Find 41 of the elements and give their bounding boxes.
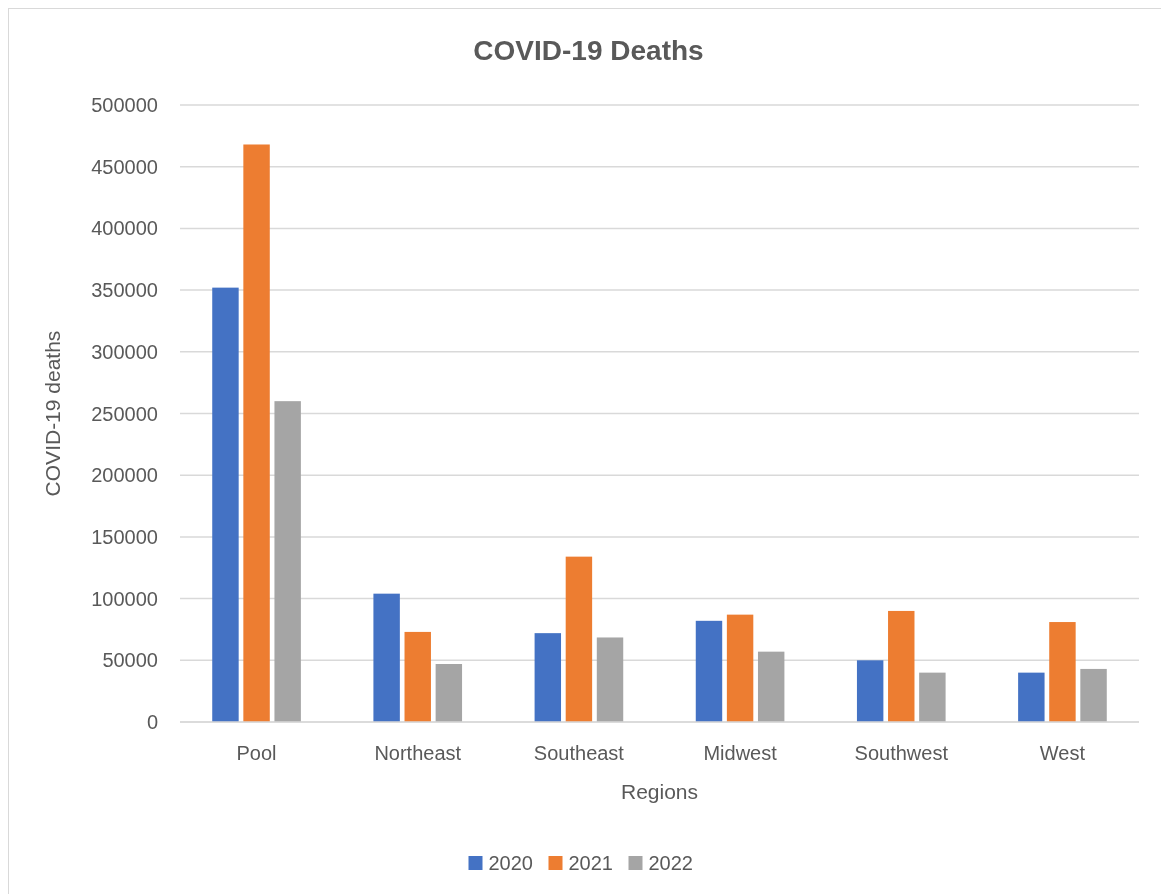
bar <box>726 614 754 722</box>
bar <box>565 556 593 722</box>
legend-label: 2022 <box>648 852 693 874</box>
bar <box>404 631 431 722</box>
bar <box>274 401 301 722</box>
bar <box>212 287 239 722</box>
legend-label: 2020 <box>488 852 533 874</box>
bar <box>435 664 463 722</box>
bar <box>757 651 785 722</box>
x-tick-label: West <box>1039 742 1086 764</box>
legend-label: 2021 <box>568 852 613 874</box>
bar <box>919 672 946 722</box>
y-tick-label: 450000 <box>91 155 158 178</box>
x-tick-label: Pool <box>236 742 277 764</box>
y-tick-label: 350000 <box>91 279 158 302</box>
y-tick-label: 0 <box>146 711 158 733</box>
bar <box>695 620 723 722</box>
x-tick-label: Northeast <box>374 742 462 764</box>
bar <box>534 633 562 722</box>
x-tick-label: Midwest <box>703 742 778 764</box>
x-tick-label: Southwest <box>854 742 949 764</box>
bar <box>1018 672 1045 722</box>
bar <box>1080 668 1107 722</box>
y-tick-label: 200000 <box>91 464 158 487</box>
bar <box>373 593 400 722</box>
x-axis-title: Regions <box>620 780 699 803</box>
y-axis-title: COVID-19 deaths <box>41 330 64 497</box>
y-tick-label: 50000 <box>102 649 158 672</box>
y-tick-label: 250000 <box>91 402 158 425</box>
y-tick-label: 100000 <box>91 587 158 610</box>
y-tick-label: 500000 <box>91 94 158 116</box>
bar <box>1049 622 1076 722</box>
bar <box>888 610 915 722</box>
y-tick-label: 300000 <box>91 340 158 363</box>
bar <box>596 637 624 722</box>
x-tick-label: Southeast <box>533 742 625 764</box>
bar <box>856 660 884 722</box>
y-tick-label: 150000 <box>91 525 158 548</box>
bar <box>243 144 270 722</box>
chart-title: COVID-19 Deaths <box>473 35 704 66</box>
y-tick-label: 400000 <box>91 217 158 240</box>
